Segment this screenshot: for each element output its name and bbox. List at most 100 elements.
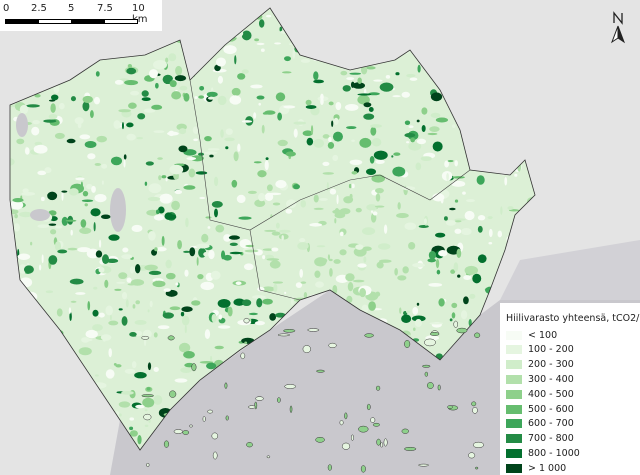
carbon-patch (300, 281, 307, 284)
carbon-patch (313, 138, 325, 148)
carbon-patch (143, 108, 156, 113)
carbon-patch (54, 241, 62, 251)
carbon-patch (258, 102, 261, 106)
carbon-patch (355, 244, 364, 250)
carbon-patch (152, 280, 166, 288)
carbon-patch (48, 114, 58, 120)
carbon-patch (339, 231, 344, 237)
carbon-patch (404, 133, 416, 138)
carbon-patch (161, 175, 167, 179)
carbon-patch (339, 208, 351, 215)
carbon-patch (352, 279, 365, 283)
carbon-patch (285, 199, 297, 209)
carbon-patch (122, 247, 129, 253)
carbon-patch (134, 264, 141, 274)
carbon-patch (322, 172, 335, 175)
carbon-patch (23, 265, 34, 274)
carbon-patch (30, 241, 33, 246)
carbon-patch (87, 153, 96, 160)
island (246, 442, 253, 448)
carbon-patch (207, 96, 215, 100)
carbon-patch (366, 204, 378, 211)
carbon-patch (10, 200, 24, 210)
island (447, 405, 453, 409)
carbon-patch (444, 160, 449, 168)
carbon-patch (272, 202, 281, 206)
carbon-patch (238, 216, 252, 220)
carbon-patch (153, 332, 158, 338)
carbon-patch (94, 193, 107, 203)
carbon-patch (385, 75, 391, 79)
carbon-patch (258, 193, 266, 202)
carbon-patch (178, 342, 191, 353)
island (383, 438, 388, 447)
carbon-patch (114, 79, 124, 85)
island (424, 338, 436, 347)
carbon-patch (174, 378, 188, 383)
carbon-patch (332, 284, 338, 295)
carbon-patch (98, 312, 105, 318)
legend-label: 800 - 1000 (528, 447, 580, 459)
carbon-patch (69, 278, 84, 285)
carbon-patch (147, 362, 152, 371)
carbon-patch (264, 160, 269, 171)
carbon-patch (313, 207, 324, 210)
carbon-patch (33, 144, 48, 154)
carbon-patch (420, 156, 432, 162)
carbon-patch (392, 95, 401, 98)
carbon-patch (359, 288, 366, 298)
carbon-patch (349, 159, 363, 166)
carbon-patch (59, 102, 65, 110)
carbon-patch (217, 298, 231, 308)
carbon-patch (12, 197, 24, 203)
carbon-patch (191, 300, 201, 306)
carbon-patch (144, 424, 149, 428)
scale-tick: 2.5 (31, 3, 47, 14)
carbon-patch (126, 67, 137, 75)
carbon-patch (108, 234, 120, 241)
carbon-patch (248, 312, 258, 316)
carbon-patch (218, 314, 223, 320)
carbon-patch (135, 300, 141, 305)
carbon-patch (432, 193, 445, 202)
carbon-patch (261, 124, 265, 134)
carbon-patch (412, 262, 425, 268)
carbon-patch (169, 164, 184, 175)
carbon-patch (211, 313, 217, 323)
carbon-patch (183, 351, 195, 359)
island (284, 384, 296, 389)
carbon-patch (129, 426, 134, 431)
carbon-patch (149, 300, 153, 308)
island (372, 422, 380, 427)
carbon-patch (262, 298, 273, 305)
carbon-patch (198, 152, 205, 156)
island (255, 396, 264, 401)
carbon-patch (346, 295, 353, 304)
carbon-patch (45, 290, 54, 294)
carbon-patch (183, 250, 191, 253)
carbon-patch (48, 223, 57, 226)
carbon-patch (408, 241, 416, 250)
island (283, 329, 296, 333)
carbon-patch (404, 222, 417, 230)
carbon-patch (148, 270, 162, 276)
carbon-patch (416, 119, 420, 123)
carbon-patch (217, 325, 231, 329)
carbon-patch (466, 199, 475, 203)
carbon-patch (305, 105, 317, 109)
carbon-patch (83, 338, 93, 342)
carbon-patch (113, 120, 121, 129)
carbon-patch (451, 302, 458, 309)
carbon-patch (91, 185, 96, 193)
island (472, 407, 478, 414)
carbon-patch (357, 93, 372, 96)
carbon-patch (13, 223, 21, 232)
carbon-patch (204, 135, 212, 142)
carbon-patch (70, 96, 76, 102)
carbon-patch (121, 316, 128, 326)
carbon-patch (262, 255, 266, 260)
carbon-patch (273, 283, 278, 293)
carbon-patch (415, 162, 422, 171)
carbon-patch (237, 143, 241, 152)
carbon-patch (421, 124, 426, 132)
